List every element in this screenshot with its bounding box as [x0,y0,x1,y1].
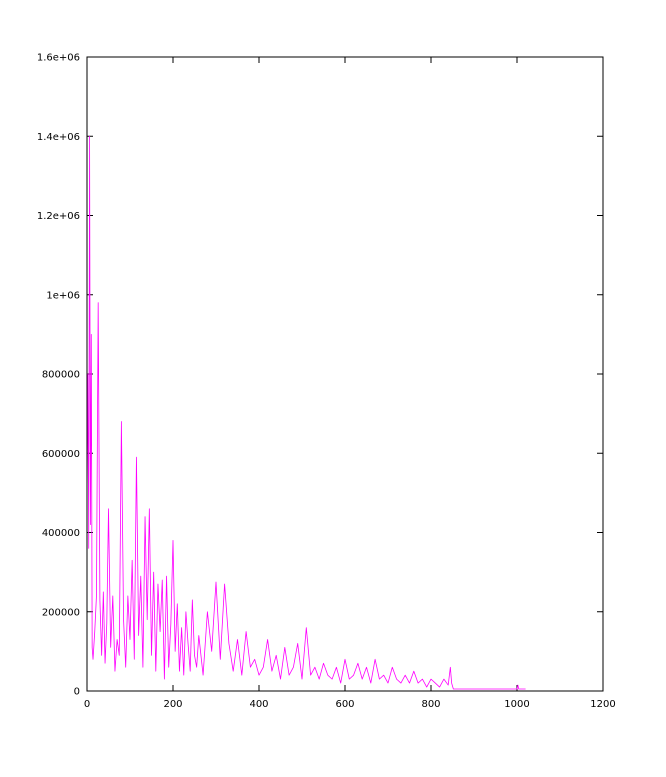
x-tick-label: 400 [249,699,268,710]
data-series [86,135,526,690]
y-tick-label: 400000 [42,528,80,539]
axis-ticks [86,56,604,692]
y-tick-label: 1e+06 [46,290,80,301]
y-tick-label: 1.4e+06 [37,132,80,143]
x-tick-label: 800 [421,699,440,710]
x-tick-label: 200 [163,699,182,710]
plot-frame [86,56,604,692]
x-tick-label: 1200 [590,699,615,710]
x-tick-label: 600 [335,699,354,710]
x-tick-label: 1000 [504,699,529,710]
axis-tick-labels: 0 200 400 600 800 1000 1200 0 200000 400000 600000… [37,53,616,711]
y-tick-label: 600000 [42,449,80,460]
y-tick-label: 800000 [42,370,80,381]
y-tick-label: 200000 [42,607,80,618]
y-tick-label: 1.6e+06 [37,53,80,64]
y-tick-label: 0 [74,687,80,698]
series-line [86,135,526,690]
y-tick-label: 1.2e+06 [37,211,80,222]
x-tick-label: 0 [84,699,90,710]
